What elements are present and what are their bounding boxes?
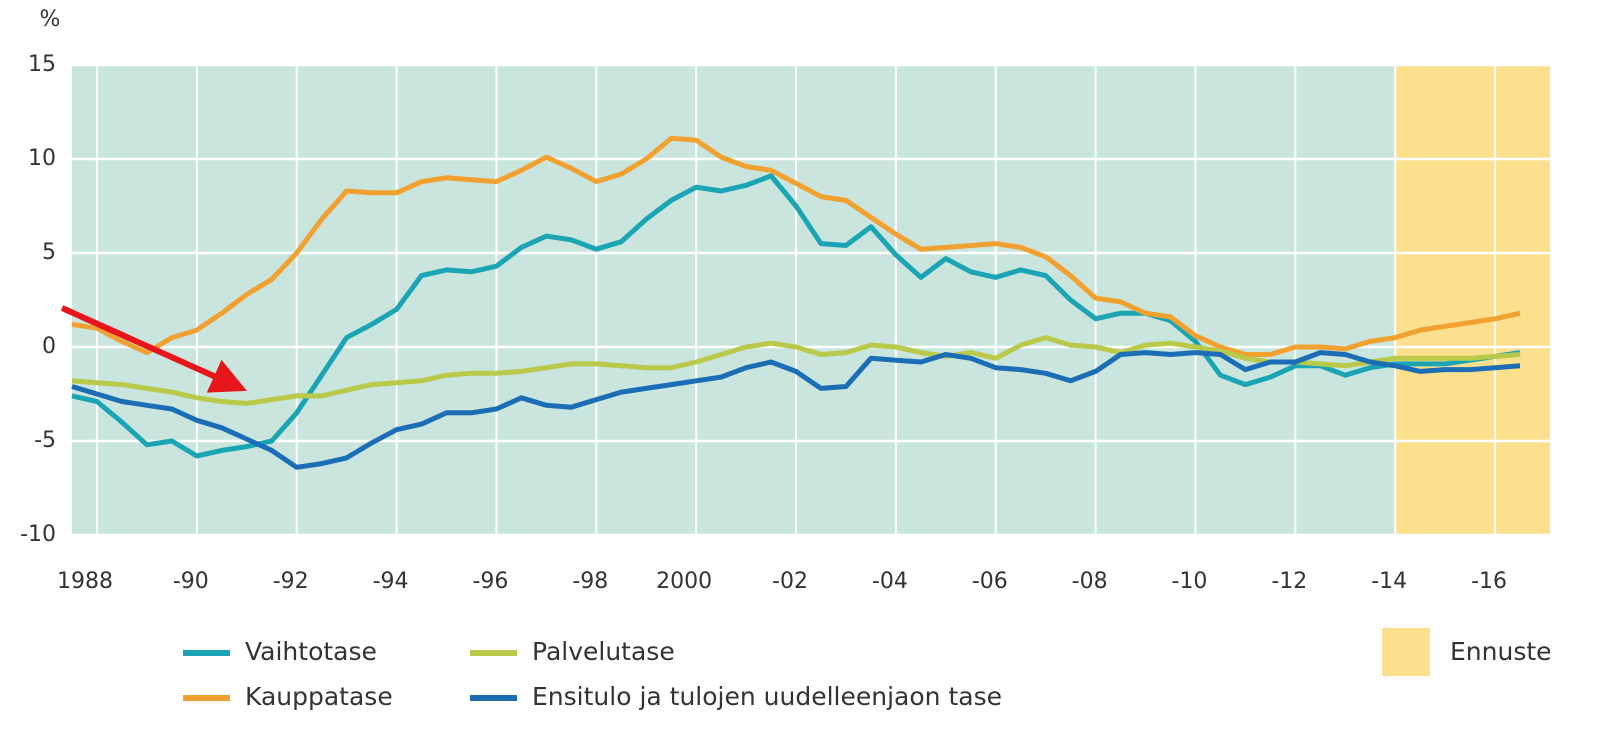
x-tick-label: -16	[1471, 569, 1507, 594]
x-tick-label: -92	[273, 569, 309, 594]
series-line	[71, 350, 1521, 470]
legend-label: Kauppatase	[245, 682, 393, 711]
x-tick-label: -06	[972, 569, 1008, 594]
forecast-region	[1395, 65, 1550, 535]
annotation-arrow	[60, 305, 247, 393]
plot-background	[72, 65, 1550, 535]
forecast-legend-label: Ennuste	[1450, 637, 1552, 666]
y-tick-label: 5	[42, 240, 56, 265]
x-tick-label: -10	[1172, 569, 1208, 594]
y-unit: %	[40, 7, 61, 32]
x-tick-label: -96	[472, 569, 508, 594]
y-tick-label: 10	[28, 146, 56, 171]
legend-label: Palvelutase	[532, 637, 675, 666]
y-tick-label: -5	[34, 428, 56, 453]
x-tick-label: 2000	[656, 569, 712, 594]
x-tick-label: -08	[1072, 569, 1108, 594]
x-tick-label: -94	[373, 569, 409, 594]
x-tick-label: -04	[872, 569, 908, 594]
series-line	[71, 173, 1521, 459]
x-tick-label: -12	[1271, 569, 1307, 594]
legend-label: Ensitulo ja tulojen uudelleenjaon tase	[532, 682, 1002, 711]
x-tick-label: -98	[572, 569, 608, 594]
x-tick-label: -02	[772, 569, 808, 594]
forecast-legend-swatch	[1382, 628, 1430, 676]
x-tick-label: -90	[173, 569, 209, 594]
y-tick-label: -10	[20, 522, 56, 547]
y-tick-label: 0	[42, 334, 56, 359]
y-tick-label: 15	[28, 52, 56, 77]
x-tick-label: 1988	[57, 569, 113, 594]
legend-label: Vaihtotase	[245, 637, 377, 666]
x-tick-label: -14	[1371, 569, 1407, 594]
series-line	[71, 135, 1521, 357]
